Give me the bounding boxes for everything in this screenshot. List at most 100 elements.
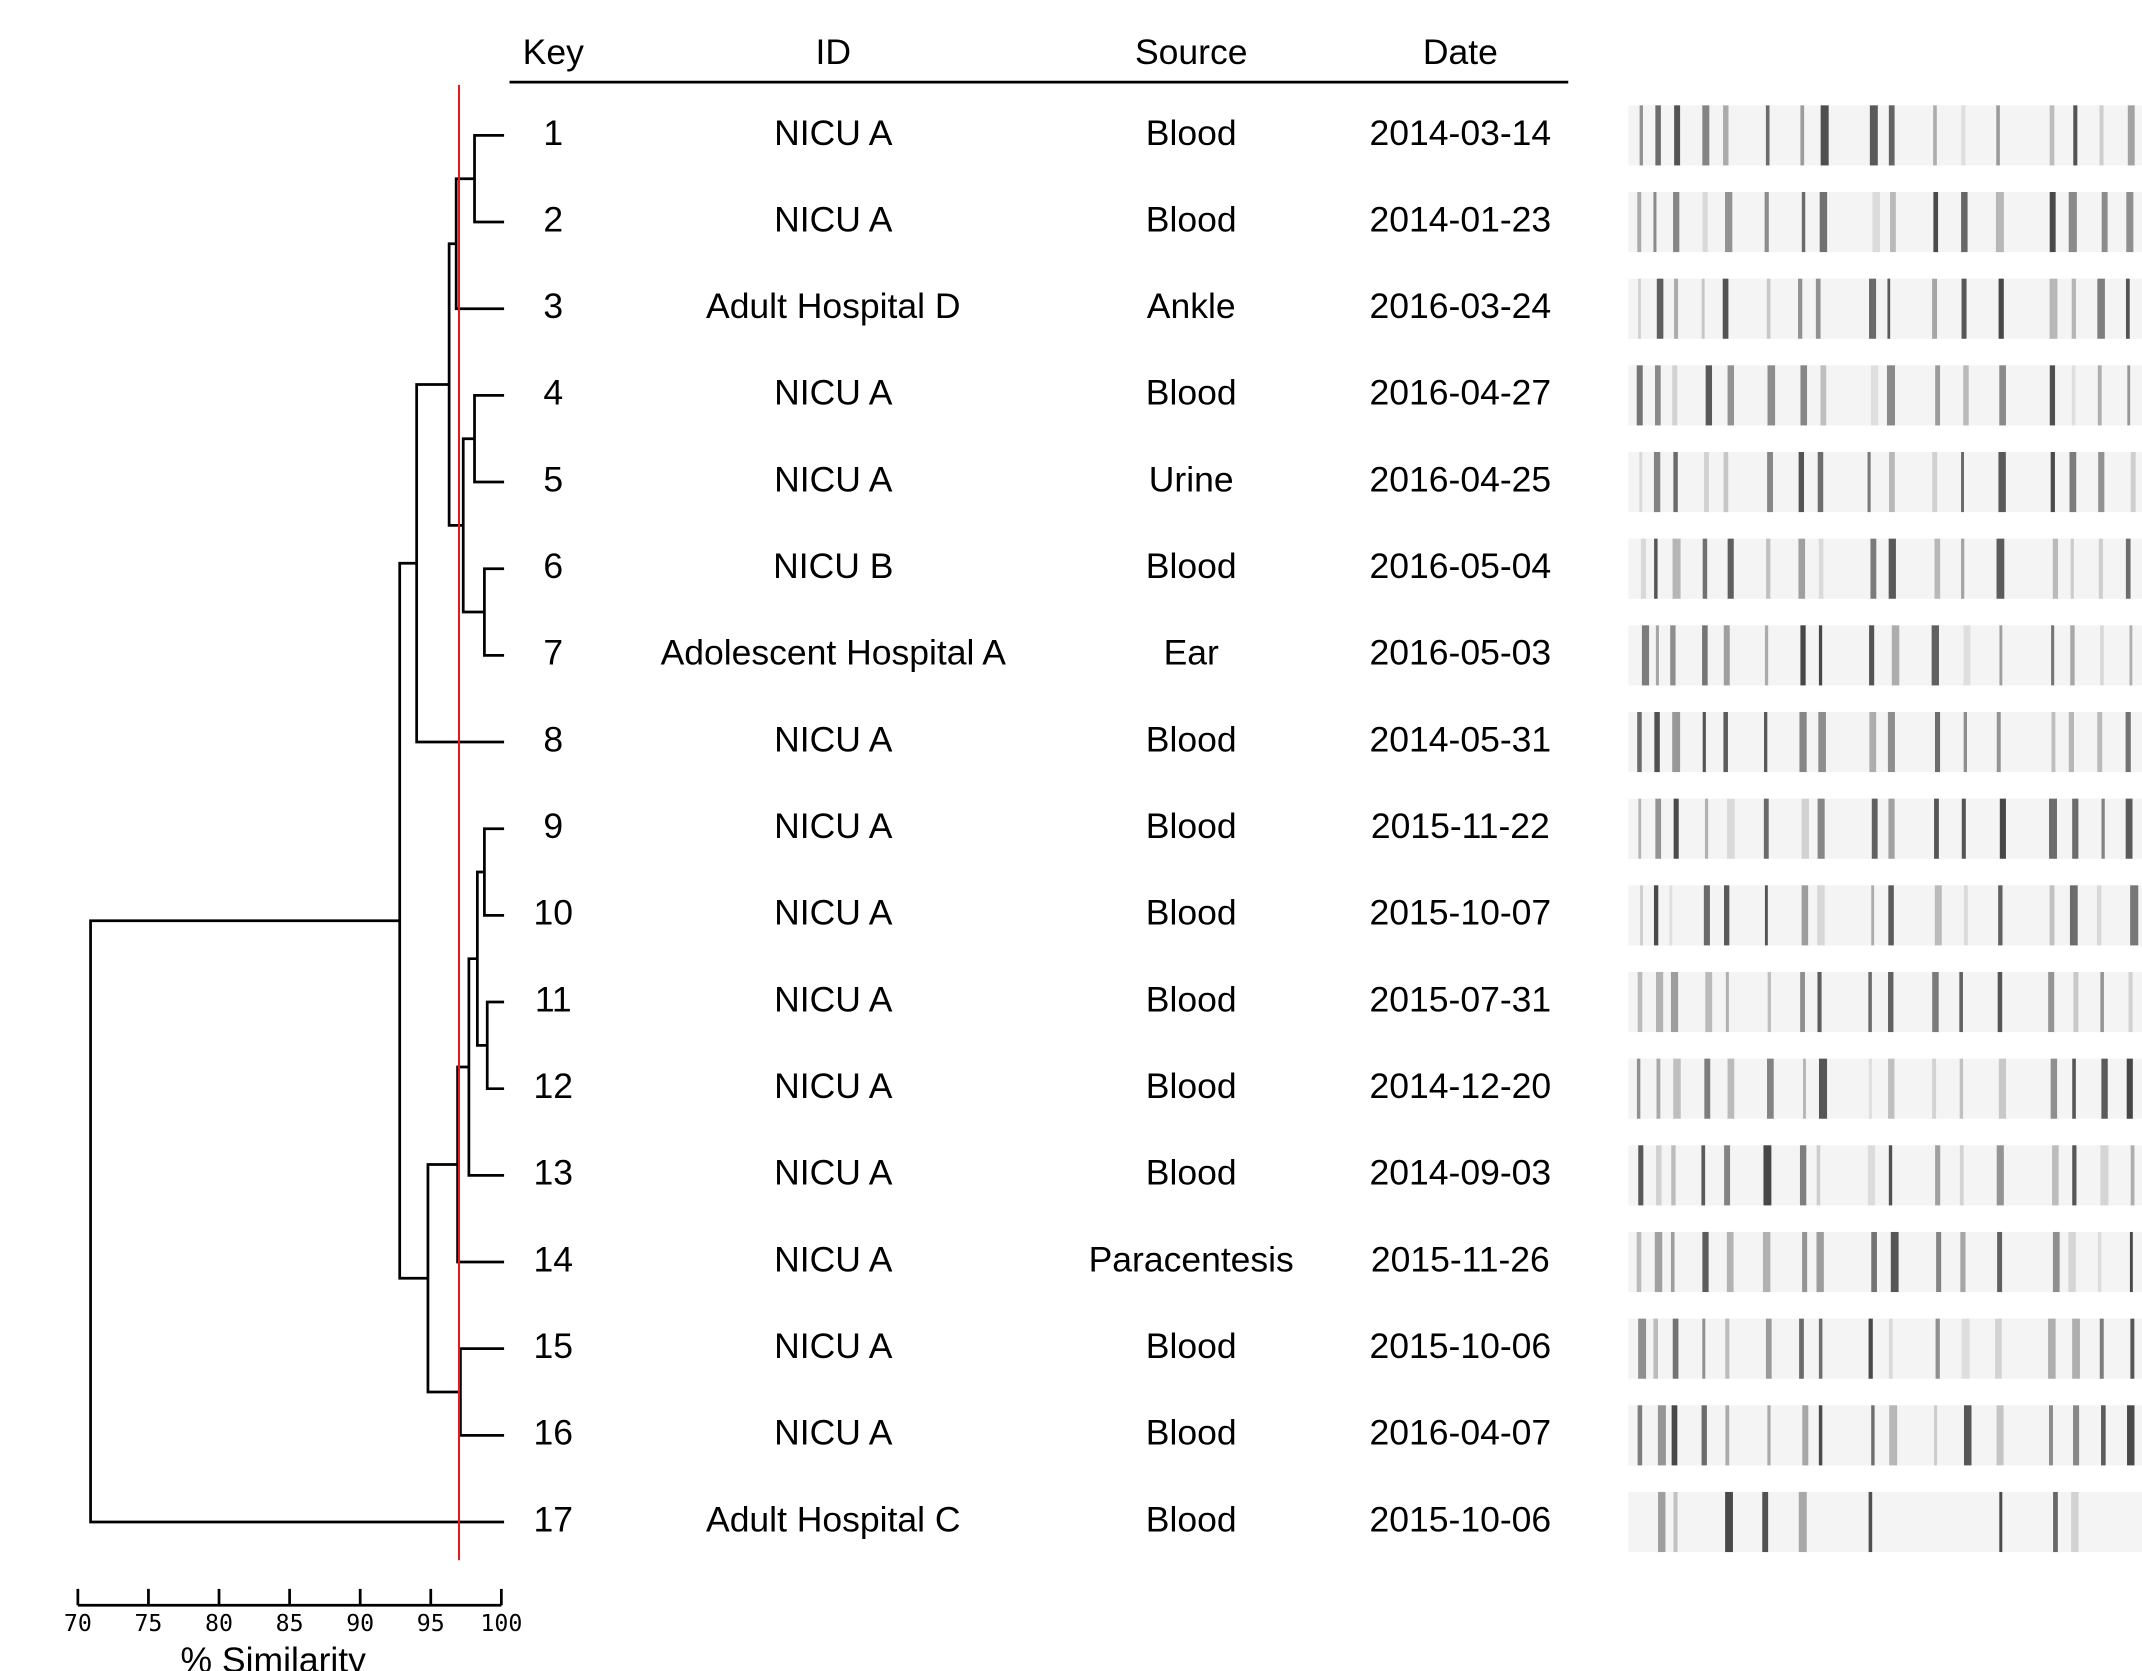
gel-band xyxy=(1932,972,1938,1032)
gel-band xyxy=(2099,539,2103,599)
table-cell: Blood xyxy=(1146,1066,1237,1106)
gel-band xyxy=(1669,885,1672,945)
gel-band xyxy=(2100,1145,2108,1205)
gel-band xyxy=(2099,105,2103,165)
gel-band xyxy=(1642,625,1649,685)
table-cell: 4 xyxy=(543,373,563,413)
gel-band xyxy=(1998,452,2005,512)
gel-band xyxy=(1798,539,1805,599)
table-cell: 14 xyxy=(534,1239,574,1279)
dendrogram-link xyxy=(484,569,504,656)
gel-band xyxy=(2129,625,2132,685)
gel-band xyxy=(1998,885,2002,945)
gel-band xyxy=(1999,279,2004,339)
gel-band xyxy=(1964,885,1968,945)
gel-band xyxy=(2000,799,2006,859)
gel-band xyxy=(1819,1405,1822,1465)
table-cell: 10 xyxy=(534,893,574,933)
table-cell: 6 xyxy=(543,546,563,586)
gel-band xyxy=(1869,279,1876,339)
gel-band xyxy=(1868,452,1871,512)
table-cell: NICU A xyxy=(774,1153,893,1193)
table-cell: 2014-01-23 xyxy=(1370,199,1552,239)
table-cell: Adolescent Hospital A xyxy=(661,633,1007,673)
gel-band xyxy=(1995,1319,2002,1379)
gel-band xyxy=(2050,192,2056,252)
gel-band xyxy=(2127,365,2130,425)
gel-band xyxy=(1998,972,2003,1032)
table-cell: Blood xyxy=(1146,1499,1237,1539)
gel-band xyxy=(1656,625,1659,685)
gel-band xyxy=(2101,1059,2107,1119)
gel-band xyxy=(1868,1145,1875,1205)
gel-band xyxy=(2048,1319,2056,1379)
table-cell: 7 xyxy=(543,633,563,673)
gel-band xyxy=(1934,1405,1937,1465)
gel-band xyxy=(1964,712,1967,772)
table-cell: NICU A xyxy=(774,373,893,413)
table-cell: Adult Hospital C xyxy=(706,1499,961,1539)
gel-band xyxy=(2126,539,2131,599)
gel-band xyxy=(1889,1319,1893,1379)
gel-band xyxy=(2097,712,2102,772)
gel-band xyxy=(1961,105,1965,165)
table-cell: 2015-07-31 xyxy=(1370,979,1552,1019)
gel-band xyxy=(1703,192,1708,252)
gel-band xyxy=(1673,1059,1680,1119)
gel-band xyxy=(1868,972,1872,1032)
gel-band xyxy=(1818,712,1826,772)
x-tick-label: 70 xyxy=(64,1610,92,1637)
gel-band xyxy=(2051,625,2054,685)
gel-band xyxy=(1799,1492,1807,1552)
page: {"table": {"columns": ["Key", "ID", "Sou… xyxy=(0,0,2142,1671)
table-cell: 2014-05-31 xyxy=(1370,719,1552,759)
gel-band xyxy=(1959,972,1963,1032)
table-cell: 2016-04-07 xyxy=(1370,1413,1552,1453)
table-cell: Blood xyxy=(1146,719,1237,759)
table-cell: 2016-03-24 xyxy=(1370,286,1552,326)
gel-band xyxy=(1656,1145,1662,1205)
gel-band xyxy=(1671,972,1678,1032)
gel-band xyxy=(1726,972,1729,1032)
gel-band xyxy=(1817,885,1825,945)
gel-band xyxy=(1999,1059,2006,1119)
gel-band xyxy=(1672,712,1680,772)
gel-band xyxy=(1728,539,1734,599)
gel-band xyxy=(1672,365,1677,425)
gel-band xyxy=(1935,885,1942,945)
table-cell: Ankle xyxy=(1147,286,1236,326)
gel-band xyxy=(1653,192,1656,252)
gel-band xyxy=(1933,105,1937,165)
gel-band xyxy=(1889,452,1895,512)
gel-band xyxy=(1961,192,1967,252)
gel-band xyxy=(1640,105,1643,165)
table-cell: NICU A xyxy=(774,1413,893,1453)
table-cell: 2015-11-22 xyxy=(1371,806,1550,846)
gel-band xyxy=(1727,799,1735,859)
gel-band xyxy=(1869,625,1874,685)
gel-band xyxy=(2068,1232,2075,1292)
table-cell: 2015-10-06 xyxy=(1370,1326,1552,1366)
gel-band xyxy=(1871,1232,1877,1292)
gel-band xyxy=(1800,365,1807,425)
gel-band xyxy=(1871,365,1878,425)
gel-band xyxy=(2052,712,2056,772)
gel-band xyxy=(1653,1319,1657,1379)
gel-band xyxy=(1936,1319,1940,1379)
gel-band xyxy=(1961,539,1964,599)
figure: % Similarity KeyIDSourceDate1NICU ABlood… xyxy=(0,0,2142,1671)
table-cell: NICU A xyxy=(774,719,893,759)
gel-band xyxy=(1768,365,1776,425)
gel-band xyxy=(1702,279,1705,339)
gel-band xyxy=(1997,539,2005,599)
table-cell: 2016-05-03 xyxy=(1370,633,1552,673)
gel-band xyxy=(1888,799,1894,859)
gel-band xyxy=(1891,1232,1899,1292)
gel-band xyxy=(2049,799,2057,859)
gel-band xyxy=(1655,105,1660,165)
gel-band xyxy=(1765,192,1769,252)
x-tick-label: 95 xyxy=(417,1610,445,1637)
gel-lane xyxy=(1628,1492,2142,1552)
gel-band xyxy=(1671,1232,1675,1292)
table-cell: 11 xyxy=(535,979,572,1019)
